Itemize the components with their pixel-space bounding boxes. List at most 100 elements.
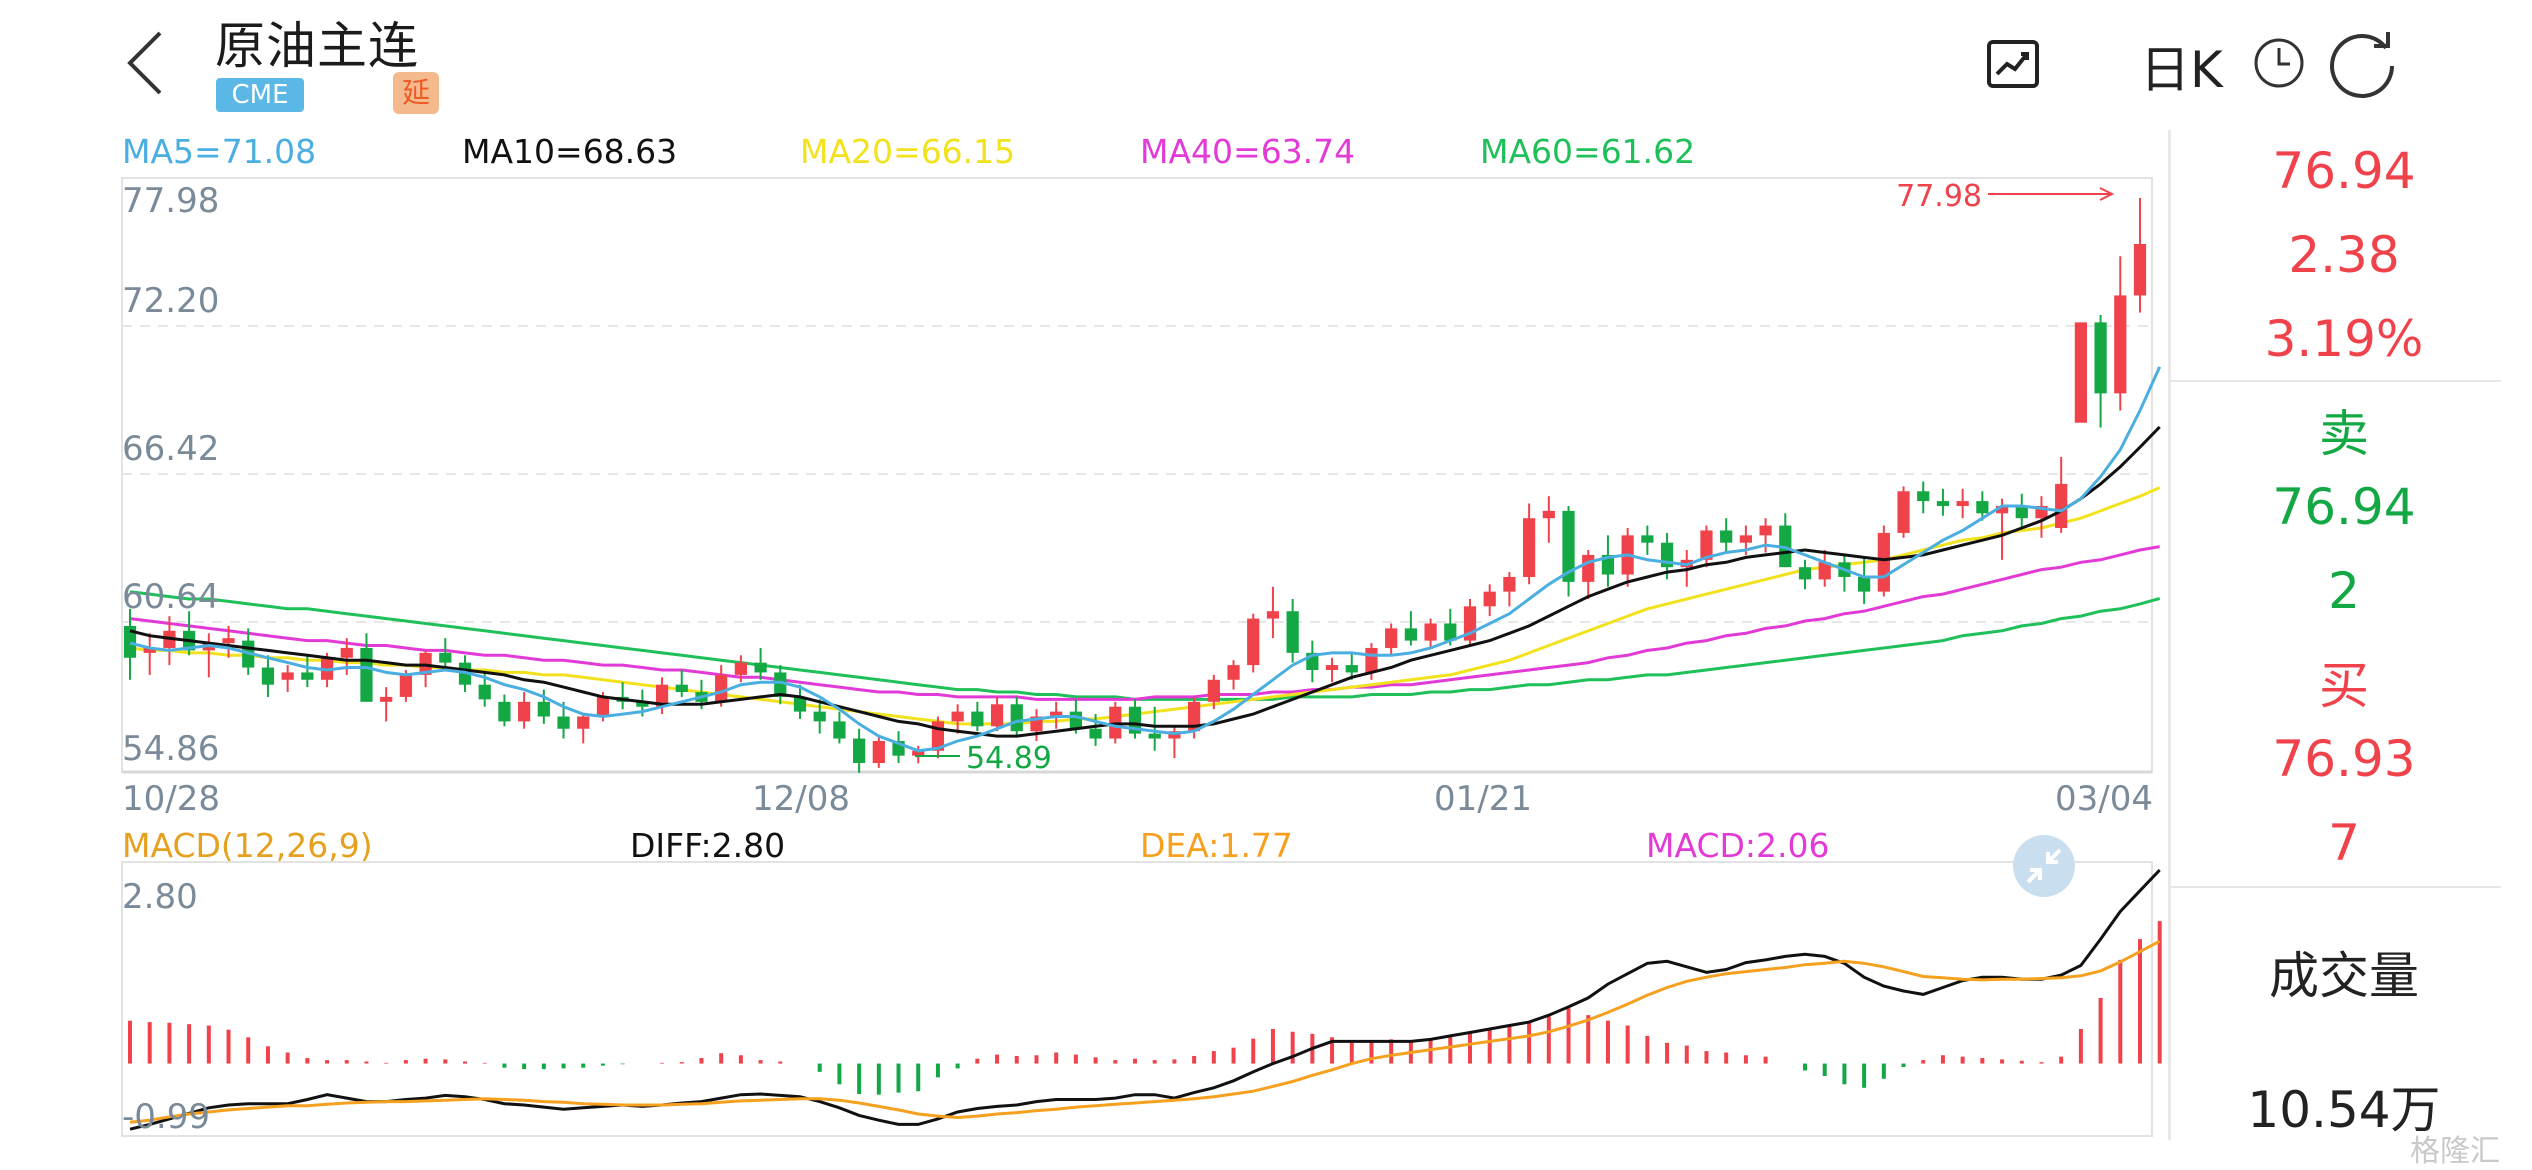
candle-body xyxy=(774,672,787,697)
dea-label: DEA:1.77 xyxy=(1140,826,1293,865)
candle-body xyxy=(1739,535,1752,543)
macd-legend: MACD(12,26,9) DIFF:2.80 DEA:1.77 MACD:2.… xyxy=(122,826,2172,866)
candle-body xyxy=(1010,704,1023,732)
period-selector[interactable]: 日K xyxy=(2140,41,2223,99)
candle-body xyxy=(340,647,353,658)
y-tick-label: 66.42 xyxy=(122,429,219,469)
price-change: 2.38 xyxy=(2288,226,2400,284)
back-button[interactable] xyxy=(118,28,178,98)
watermark: 格隆汇 xyxy=(2410,1134,2500,1169)
candle-body xyxy=(813,711,826,722)
candle-body xyxy=(2015,505,2028,519)
ma20-label: MA20=66.15 xyxy=(800,132,1016,171)
candle-body xyxy=(1424,623,1437,641)
candle-body xyxy=(577,716,590,729)
candle-body xyxy=(1720,530,1733,543)
candle-body xyxy=(281,672,294,680)
macd-title: MACD(12,26,9) xyxy=(122,826,373,865)
candle-body xyxy=(833,721,846,739)
candle-body xyxy=(1444,623,1457,641)
candle-body xyxy=(951,711,964,722)
low-annotation: 54.89 xyxy=(966,741,1052,776)
candle-body xyxy=(1562,510,1575,582)
last-price: 76.94 xyxy=(2272,142,2416,200)
refresh-icon xyxy=(2330,32,2394,98)
macd-frame xyxy=(121,861,2153,1137)
candle-body xyxy=(1917,491,1930,502)
y-tick-label: 60.64 xyxy=(122,577,219,617)
y-tick-label: 77.98 xyxy=(122,181,219,221)
candle-body xyxy=(1700,530,1713,560)
candle-body xyxy=(380,696,393,702)
macd-label: MACD:2.06 xyxy=(1646,826,1830,865)
candle-body xyxy=(399,674,412,697)
ma60-line xyxy=(129,590,2161,701)
candle-body xyxy=(675,684,688,693)
x-tick-label: 01/21 xyxy=(1434,779,1532,819)
candle-body xyxy=(1523,518,1536,577)
candle-body xyxy=(2074,322,2087,423)
candle-body xyxy=(557,716,570,729)
sell-price: 76.94 xyxy=(2272,478,2416,536)
candle-body xyxy=(1345,665,1358,673)
chart-type-button[interactable] xyxy=(1985,36,2043,94)
candle-body xyxy=(734,662,747,675)
ma20-line xyxy=(129,486,2161,726)
sell-quantity: 2 xyxy=(2328,562,2360,620)
candle-body xyxy=(439,652,452,663)
candle-body xyxy=(1936,501,1950,506)
candle-body xyxy=(537,701,550,717)
dea-line xyxy=(129,939,2161,1124)
ma40-label: MA40=63.74 xyxy=(1140,132,1356,171)
ma40-line xyxy=(129,545,2160,701)
candle-body xyxy=(1207,679,1220,702)
candle-body xyxy=(1818,562,1831,580)
exchange-badge: CME xyxy=(216,78,304,112)
buy-label: 买 xyxy=(2319,657,2369,715)
page-title: 原油主连 xyxy=(215,17,419,75)
y-tick-label: 72.20 xyxy=(122,281,219,321)
ma10-line xyxy=(129,425,2161,738)
high-arrowhead xyxy=(2099,187,2115,201)
candle-body xyxy=(1365,647,1378,673)
candle-body xyxy=(2114,295,2127,394)
candle-body xyxy=(853,738,866,764)
ma5-label: MA5=71.08 xyxy=(122,132,317,171)
candle-body xyxy=(1286,611,1299,653)
candle-body xyxy=(1995,505,2009,514)
candle-body xyxy=(793,696,807,712)
candle-body xyxy=(1404,628,1417,641)
candle-body xyxy=(1759,525,1772,536)
candle-body xyxy=(143,647,156,653)
candle-body xyxy=(1148,733,1161,739)
collapse-icon xyxy=(2026,848,2062,884)
candle-body xyxy=(1877,532,1890,592)
kline-chart[interactable]: 77.98 72.20 66.42 60.64 54.86 10/28 12/0… xyxy=(0,0,2170,1170)
volume-value: 10.54万 xyxy=(2247,1081,2441,1139)
candle-body xyxy=(1582,554,1595,582)
clock-icon xyxy=(2254,38,2304,88)
candle-body xyxy=(715,674,728,702)
candle-body xyxy=(754,662,767,673)
candle-body xyxy=(1976,501,1989,514)
candle-body xyxy=(1483,591,1496,607)
candle-body xyxy=(596,696,610,717)
candle-body xyxy=(636,701,649,707)
candle-body xyxy=(518,701,531,722)
candle-body xyxy=(1385,628,1398,648)
candle-body xyxy=(912,750,925,756)
candle-body xyxy=(261,667,275,685)
x-tick-label: 03/04 xyxy=(2055,779,2153,819)
ma5-line xyxy=(129,366,2162,753)
buy-quantity: 7 xyxy=(2328,814,2360,872)
candle-body xyxy=(2094,322,2107,394)
candle-body xyxy=(2055,483,2068,529)
candle-body xyxy=(655,684,669,707)
collapse-button[interactable] xyxy=(2013,835,2075,897)
macd-y-tick-label: -0.99 xyxy=(122,1097,210,1137)
candle-body xyxy=(123,625,137,658)
refresh-button[interactable] xyxy=(2328,28,2400,100)
clock-button[interactable] xyxy=(2252,36,2306,90)
delay-badge: 延 xyxy=(393,72,439,114)
candle-body xyxy=(498,701,511,722)
